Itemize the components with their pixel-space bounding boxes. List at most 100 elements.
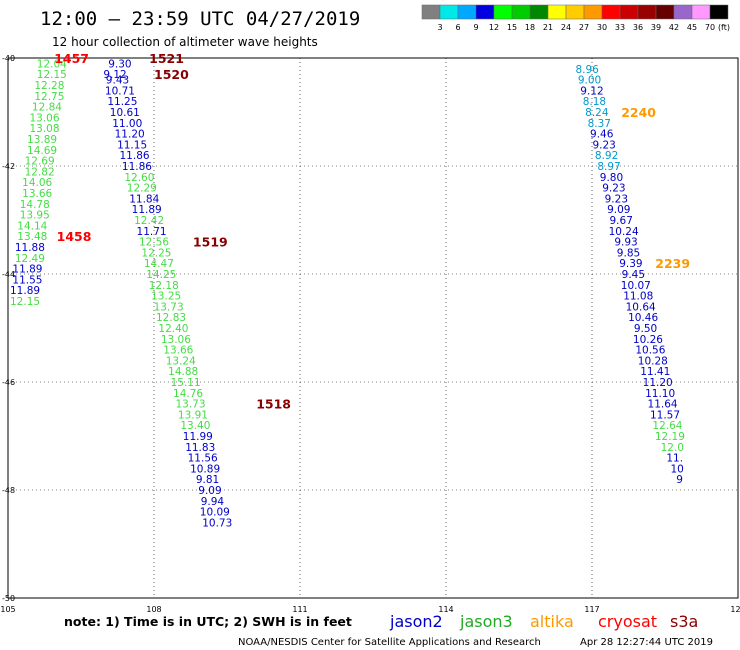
swh-label: 11.08 [623,291,653,303]
swh-label: 13.66 [22,188,52,200]
swh-label: 11. [666,453,683,465]
swh-label: 12.56 [139,237,169,249]
x-tick-label: 108 [146,605,161,614]
swh-label: 9.12 [103,69,126,81]
pass-time-label: 1520 [154,67,189,82]
legend-tick-label: 15 [507,23,517,32]
legend-tick-label: 12 [489,23,499,32]
legend-tick-label: 9 [473,23,478,32]
pass-time-label: 1521 [149,51,184,66]
swh-label: 8.96 [575,64,599,76]
y-tick-label: -46 [2,378,15,387]
swh-label: 11.57 [650,409,680,421]
pass-time-label: 1457 [54,51,89,66]
legend-swatch [691,4,711,20]
x-tick-label: 120 [730,605,740,614]
chart-title: 12:00 — 23:59 UTC 04/27/2019 [40,8,360,30]
swh-label: 10.46 [628,312,658,324]
swh-label: 12.82 [25,166,55,178]
legend-tick-label: 33 [615,23,625,32]
pass-time-label: 1519 [193,235,228,250]
swh-label: 9.81 [196,474,219,486]
swh-label: 12.15 [37,69,67,81]
swh-label: 8.37 [588,118,611,130]
legend-swatch [673,4,693,20]
swh-label: 12.29 [127,183,157,195]
x-tick-label: 114 [438,605,453,614]
swh-label: 13.66 [163,345,193,357]
swh-label: 15.11 [171,377,201,389]
swh-label: 12.25 [141,247,171,259]
swh-label: 9.23 [592,139,615,151]
swh-label: 13.40 [180,420,210,432]
legend-swatch [493,4,513,20]
swh-label: 12.19 [655,431,685,443]
swh-label: 9.85 [617,247,640,259]
swh-label: 11.20 [115,129,145,141]
legend-swatch [601,4,621,20]
swh-label: 11.89 [132,204,162,216]
swh-label: 12.60 [124,172,154,184]
x-tick-label: 105 [0,605,15,614]
swh-label: 11.10 [645,388,675,400]
swh-label: 13.48 [17,231,47,243]
plot-grid [7,57,739,599]
swh-label: 14.14 [17,220,47,232]
swh-label: 10.89 [190,463,220,475]
satellite-legend-altika: altika [530,612,574,631]
swh-label: 10.64 [626,301,656,313]
swh-label: 13.06 [29,112,59,124]
swh-label: 9.43 [106,75,129,87]
y-tick-label: -50 [2,594,15,603]
swh-label: 14.69 [27,145,57,157]
legend-swatch [475,4,495,20]
swh-label: 13.95 [20,210,50,222]
footer-center: NOAA/NESDIS Center for Satellite Applica… [238,637,541,648]
pass-time-label: 2240 [621,105,656,120]
swh-label: 10.73 [202,517,232,529]
swh-label: 11.89 [12,264,42,276]
swh-label: 9 [676,474,683,486]
legend-tick-label: 27 [579,23,589,32]
swh-label: 11.71 [137,226,167,238]
swh-label: 12.04 [37,58,67,70]
swh-label: 11.83 [185,442,215,454]
swh-label: 9.39 [619,258,642,270]
swh-label: 11.88 [15,242,45,254]
swh-label: 9.80 [600,172,623,184]
pass-time-label: 1458 [57,229,92,244]
swh-label: 9.93 [614,237,637,249]
swh-label: 11.56 [188,453,218,465]
legend-swatch [457,4,477,20]
swh-label: 13.08 [29,123,59,135]
legend-tick-label: 39 [651,23,661,32]
swh-label: 12.15 [10,296,40,308]
footer-timestamp: Apr 28 12:27:44 UTC 2019 [580,637,713,648]
swh-label: 12.69 [25,156,55,168]
swh-label: 9.46 [590,129,614,141]
swh-label: 12.18 [149,280,179,292]
satellite-legend-jason2: jason2 [389,612,443,631]
legend-swatch [439,4,459,20]
swh-label: 9.30 [108,58,131,70]
x-tick-label: 111 [292,605,307,614]
y-tick-label: -42 [2,162,15,171]
swh-label: 14.06 [22,177,52,189]
wave-height-labels: 12.0412.1512.2812.7512.8413.0613.0813.89… [10,58,685,529]
axis-ticks: 105 108 111 114 117 120 -40 -42 -44 -46 -48 -50 [0,54,740,614]
swh-label: 9.23 [605,193,628,205]
legend-swatch [619,4,639,20]
legend-swatch [547,4,567,20]
swh-label: 14.47 [144,258,174,270]
satellite-legend-s3a: s3a [670,612,698,631]
swh-label: 14.25 [146,269,176,281]
swh-label: 13.91 [178,409,208,421]
swh-label: 10.24 [609,226,639,238]
swh-label: 13.73 [154,301,184,313]
swh-label: 8.18 [583,96,606,108]
swh-label: 12.42 [134,215,164,227]
swh-label: 14.88 [168,366,198,378]
pass-time-label: 2239 [655,256,690,271]
pass-time-label: 1518 [256,397,291,412]
